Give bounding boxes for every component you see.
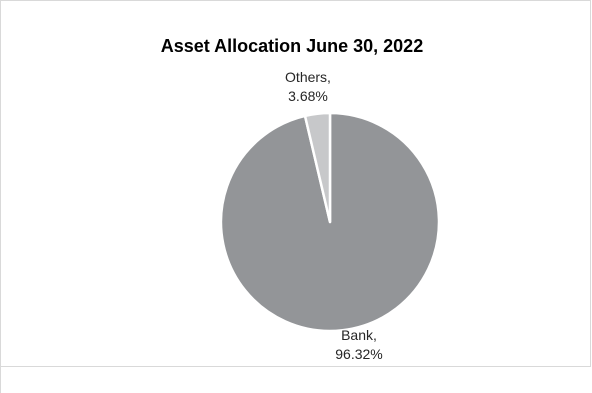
data-label-bank-value: 96.32% <box>335 346 382 362</box>
data-label-bank: Bank, 96.32% <box>335 327 382 362</box>
data-labels: Bank, 96.32% Others, 3.68% <box>285 69 383 362</box>
frame-edge <box>0 367 1 393</box>
data-label-others-name: Others, <box>285 69 331 85</box>
data-label-others-value: 3.68% <box>288 88 328 104</box>
data-label-bank-name: Bank, <box>341 327 377 343</box>
pie-slice-others <box>303 111 332 224</box>
data-label-others: Others, 3.68% <box>285 69 331 104</box>
chart-title: Asset Allocation June 30, 2022 <box>161 36 423 56</box>
pie-slices <box>219 111 441 333</box>
